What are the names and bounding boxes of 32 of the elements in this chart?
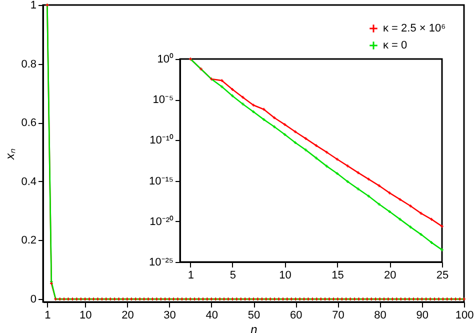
y-tick-label: 0.8 xyxy=(21,58,36,70)
y-tick-label: 0.2 xyxy=(21,234,36,247)
x-tick-label: 5 xyxy=(230,270,236,282)
x-tick-label: 20 xyxy=(384,270,396,282)
x-tick-label: 25 xyxy=(436,270,449,282)
y-tick-label: 0 xyxy=(30,294,36,306)
x-tick-label: 70 xyxy=(332,310,344,322)
y-tick-label: 10⁻⁵ xyxy=(152,94,174,106)
y-tick-label: 10⁻²⁵ xyxy=(149,256,174,268)
y-tick-label: 10⁻¹⁰ xyxy=(150,134,174,147)
x-tick-label: 1 xyxy=(44,310,51,322)
x-tick-label: 40 xyxy=(206,310,218,322)
x-tick-label: 15 xyxy=(332,270,344,282)
y-tick-label: 10⁻¹⁵ xyxy=(149,175,174,188)
y-tick-label: 0.6 xyxy=(21,117,36,130)
x-tick-label: 80 xyxy=(374,310,386,322)
x-tick-label: 20 xyxy=(122,310,134,322)
legend-label: κ = 0 xyxy=(383,40,408,52)
y-tick-label: 10⁻²⁰ xyxy=(150,214,174,228)
x-tick-label: 60 xyxy=(290,310,302,322)
x-tick-label: 10 xyxy=(279,270,292,282)
x-tick-label: 30 xyxy=(164,310,176,322)
x-tick-label: 10 xyxy=(79,310,92,322)
y-tick-label: 1 xyxy=(30,0,36,12)
x-tick-label: 1 xyxy=(188,270,194,282)
legend-label: κ = 2.5 × 10⁶ xyxy=(383,22,446,34)
y-tick-label: 10⁰ xyxy=(157,52,174,66)
y-axis-title: xₙ xyxy=(3,148,18,160)
y-tick-label: 0.4 xyxy=(21,176,36,188)
x-tick-label: 100 xyxy=(455,310,474,322)
x-tick-label: 90 xyxy=(416,310,429,322)
x-tick-label: 50 xyxy=(248,310,260,322)
